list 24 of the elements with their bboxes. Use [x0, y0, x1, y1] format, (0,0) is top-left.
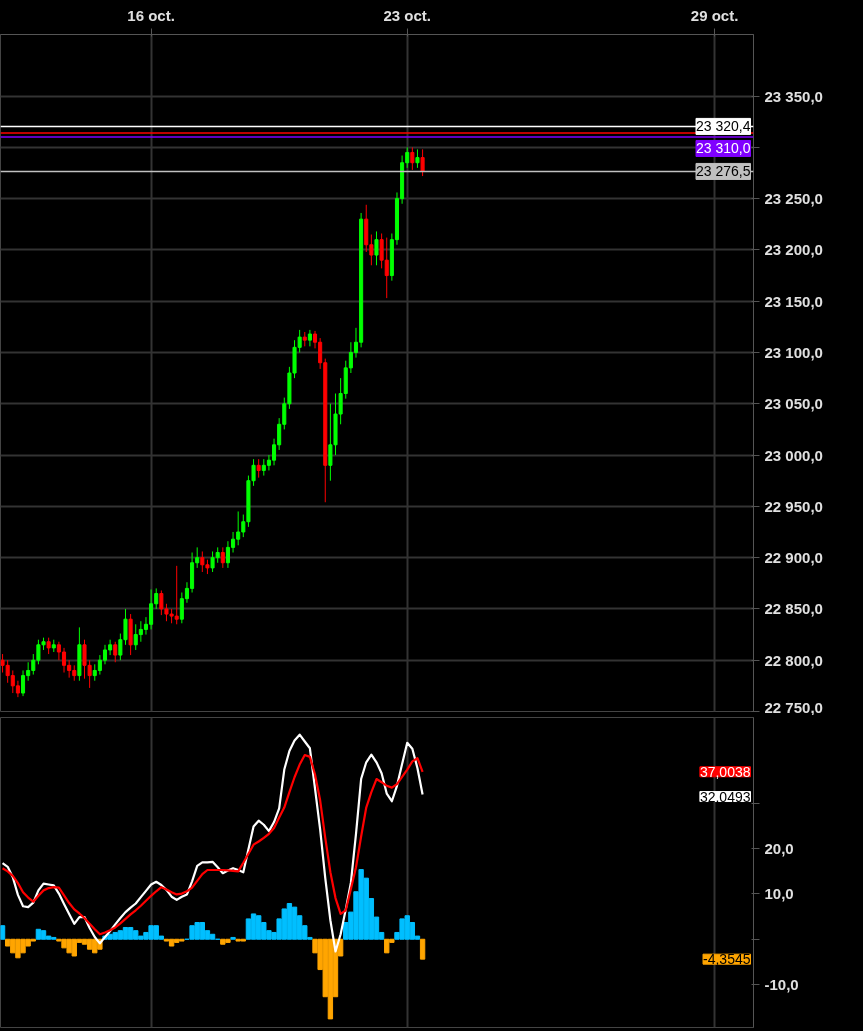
annotation: 37,0038	[699, 763, 751, 780]
ref-line-label: 23 310,0	[696, 140, 751, 157]
y-tick-label: 23 150,0	[764, 292, 823, 310]
y-tick-label: 20,0	[764, 839, 794, 857]
y-tick-label: 23 000,0	[764, 446, 823, 464]
ref-line-label: 23 320,4	[696, 118, 751, 135]
y-tick-label: 10,0	[764, 885, 794, 902]
y-tick-label: 22 750,0	[764, 698, 823, 716]
y-tick-label: 22 950,0	[764, 497, 823, 515]
x-tick-label: 16 oct.	[127, 6, 175, 24]
y-tick-label: 23 100,0	[764, 343, 823, 361]
y-tick-label: 23 050,0	[764, 395, 823, 413]
x-tick-label: 23 oct.	[383, 6, 431, 24]
y-tick-label: 23 350,0	[764, 87, 823, 105]
y-tick-label: -10,0	[764, 975, 799, 993]
y-tick-label: 22 800,0	[764, 651, 823, 669]
x-tick-label: 29 oct.	[690, 6, 739, 24]
y-tick-label: 23 250,0	[764, 190, 823, 208]
annotation: -4,3545	[703, 951, 751, 968]
y-tick-label: 22 850,0	[764, 600, 823, 618]
y-tick-label: 22 900,0	[764, 549, 823, 567]
ref-line-label: 23 276,5	[696, 163, 751, 180]
annotation: 32,0493	[699, 788, 751, 805]
y-tick-label: 23 200,0	[764, 241, 823, 259]
